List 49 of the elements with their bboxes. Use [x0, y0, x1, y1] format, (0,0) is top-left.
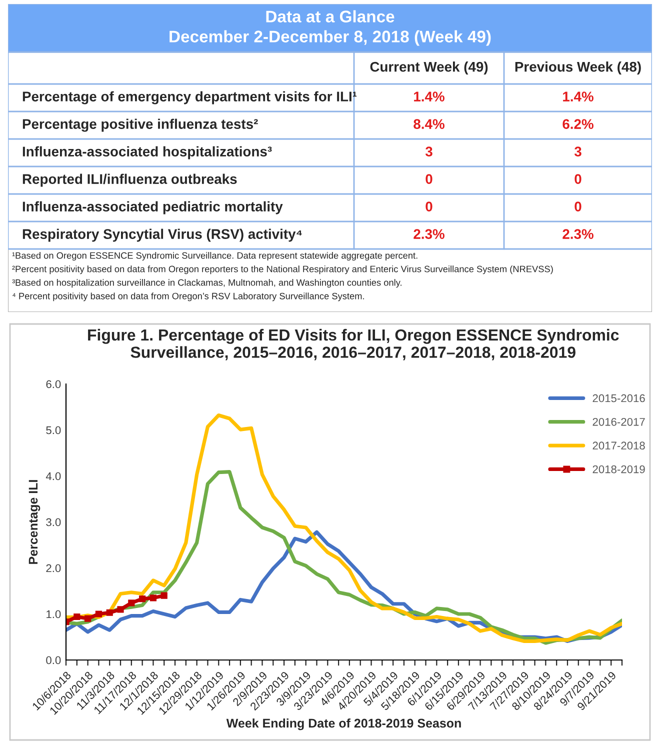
text: 3	[425, 146, 432, 156]
category-label: Influenza-associated hospitalizations³	[22, 146, 272, 160]
text: December 2-December 8, 2018 (Week 49)	[170, 30, 491, 46]
category-label: Percentage of emergency department visits for ILI¹	[22, 91, 357, 104]
y-tick-label: 6.0	[46, 380, 61, 388]
legend-label: 2016-2017	[592, 418, 645, 426]
legend-label: 2017-2018	[592, 442, 645, 450]
legend-label: 2015-2016	[592, 394, 645, 402]
y-tick-label: 2.0	[46, 564, 61, 572]
category-label: Percentage positive influenza tests²	[22, 118, 258, 132]
y-tick-label: 3.0	[46, 518, 61, 526]
text: 1.4%	[414, 92, 444, 102]
category-label: Reported ILI/influenza outbreaks	[22, 174, 237, 187]
y-tick-label: 5.0	[46, 426, 61, 434]
text: 2.3%	[414, 229, 444, 239]
text: 1.4%	[563, 92, 594, 102]
point	[139, 596, 146, 602]
x-axis-title: Week Ending Date of 2018-2019 Season	[226, 718, 461, 730]
text: 2.3%	[562, 229, 594, 239]
text: ²Percent positivity based on data from Oregon reporters to the National Respiratory and Enteric Virus Surveillance System (NREVSS)	[12, 266, 553, 274]
category-label: Previous Week (48)	[515, 62, 641, 74]
text: 0	[426, 174, 432, 184]
legend-label: 2018-2019	[592, 465, 645, 474]
y-tick-label: 0.0	[46, 656, 61, 664]
text: ³Based on hospitalization surveillance in Clackamas, Multnomah, and Washington counties only.	[12, 279, 402, 288]
point	[95, 610, 102, 618]
y-tick-label: 1.0	[46, 610, 61, 618]
text: ¹Based on Oregon ESSENCE Syndromic Surveillance. Data represent statewide aggregate percent.	[12, 252, 418, 261]
y-tick-label: 4.0	[46, 472, 61, 480]
point	[84, 615, 92, 622]
y-axis-title: Percentage ILI	[28, 480, 40, 564]
point	[150, 594, 157, 602]
point	[74, 613, 80, 620]
point	[106, 609, 113, 616]
category-label: Respiratory Syncytial Virus (RSV) activity⁴	[22, 228, 302, 242]
point	[160, 592, 168, 599]
point	[128, 600, 135, 606]
text: 0	[426, 202, 432, 212]
point	[117, 606, 124, 613]
category-label: Current Week (49)	[370, 62, 488, 74]
text: 0	[574, 174, 582, 184]
text: ⁴ Percent positivity based on data from Oregon’s RSV Laboratory Surveillance System.	[12, 292, 364, 302]
text: 6.2%	[562, 119, 594, 129]
text: 8.4%	[414, 119, 444, 129]
chart-title: Figure 1. Percentage of ED Visits for ILI, Oregon ESSENCE Syndromic Surveillance, 2015–2016, 2016–2017, 2017–2018, 2018-2019	[88, 328, 619, 360]
text: Data at a Glance	[266, 10, 394, 22]
text: 3	[574, 146, 582, 156]
category-label: Influenza-associated pediatric mortality	[22, 201, 283, 214]
text: 0	[574, 202, 582, 212]
